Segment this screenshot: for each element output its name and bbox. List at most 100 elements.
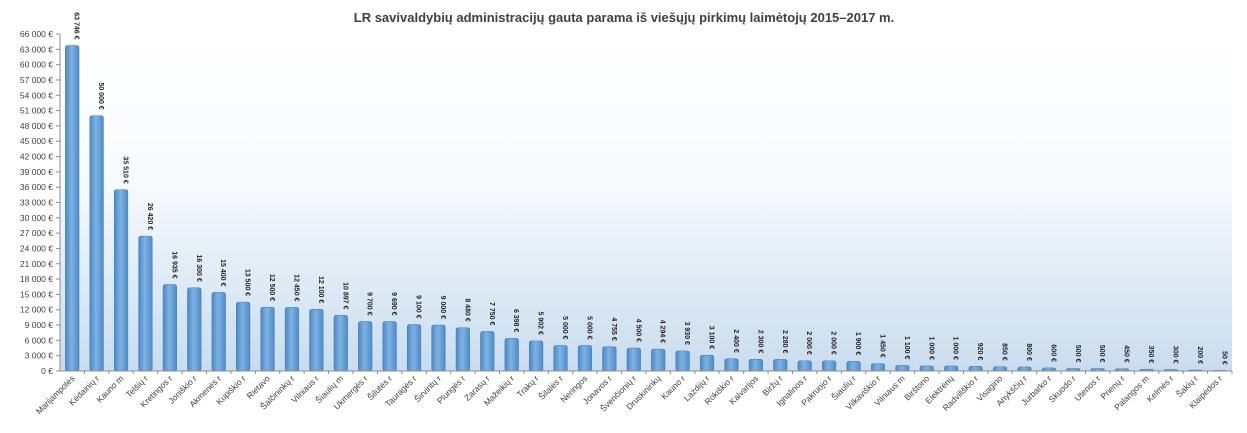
data-label: 1 900 €: [854, 332, 861, 355]
bar: [992, 366, 1008, 372]
y-tick-label: 27 000 €: [20, 228, 53, 238]
data-label: 9 000 €: [439, 296, 446, 319]
data-label: 1 450 €: [878, 334, 885, 357]
bar: [651, 348, 666, 372]
bar: [211, 292, 226, 372]
bar: [333, 315, 348, 372]
data-label: 9 100 €: [415, 295, 422, 318]
y-tick-label: 33 000 €: [20, 198, 53, 208]
bar: [284, 307, 300, 372]
data-label: 12 100 €: [317, 276, 324, 303]
y-tick-label: 39 000 €: [20, 167, 53, 177]
bar: [919, 365, 934, 372]
bar: [699, 354, 715, 372]
y-tick-label: 66 000 €: [20, 29, 53, 39]
bar: [406, 324, 422, 372]
y-tick-label: 3 000 €: [25, 351, 54, 361]
y-tick-label: 63 000 €: [20, 44, 53, 54]
bar: [895, 365, 910, 372]
y-tick-label: 0 €: [41, 366, 53, 376]
y-tick-label: 60 000 €: [20, 60, 53, 70]
data-label: 7 750 €: [488, 302, 495, 325]
data-label: 500 €: [1074, 345, 1081, 363]
data-label: 600 €: [1049, 344, 1056, 362]
y-axis: 0 € 3 000 € 6 000 € 9 000 € 12 000 € 15 000 €…: [20, 29, 61, 376]
data-label: 63 746 €: [73, 12, 80, 39]
x-tick-label: Utenos r: [1072, 373, 1102, 403]
bar: [797, 360, 812, 372]
data-label: 50 000 €: [97, 82, 104, 109]
y-tick-label: 45 000 €: [20, 136, 53, 146]
data-label: 8 480 €: [463, 298, 470, 321]
bar: [626, 347, 641, 372]
bar: [748, 359, 763, 372]
data-label: 16 300 €: [195, 255, 202, 282]
y-tick-label: 57 000 €: [20, 75, 53, 85]
data-label: 12 500 €: [268, 274, 275, 301]
data-label: 2 000 €: [830, 331, 837, 354]
data-labels: 63 746 € 50 000 € 35 510 € 26 420 € 16 935 €…: [73, 12, 1228, 365]
y-tick-label: 42 000 €: [20, 152, 53, 162]
data-label: 300 €: [1171, 346, 1178, 364]
bar: [553, 345, 568, 372]
bar: [113, 189, 129, 372]
bar: [944, 365, 959, 372]
data-label: 1 100 €: [903, 336, 910, 359]
y-tick-label: 30 000 €: [20, 213, 53, 223]
data-label: 500 €: [1098, 345, 1105, 363]
bar: [1017, 366, 1032, 372]
bar: [577, 345, 593, 372]
bar: [358, 321, 373, 372]
data-label: 15 400 €: [219, 259, 226, 286]
bar: [187, 287, 202, 372]
data-label: 4 500 €: [634, 319, 641, 342]
data-label: 26 420 €: [146, 203, 153, 230]
data-label: 35 510 €: [122, 156, 129, 183]
bar: [968, 366, 983, 372]
bar: [480, 331, 495, 372]
data-label: 9 700 €: [366, 292, 373, 315]
data-label: 450 €: [1123, 345, 1130, 363]
bar: [529, 340, 544, 372]
y-tick-label: 9 000 €: [25, 320, 54, 330]
bar: [504, 338, 519, 372]
y-tick-label: 21 000 €: [20, 259, 53, 269]
bar: [309, 308, 324, 372]
y-tick-label: 54 000 €: [20, 90, 53, 100]
data-label: 16 935 €: [170, 251, 177, 278]
data-label: 2 300 €: [756, 330, 763, 353]
data-label: 3 100 €: [708, 326, 715, 349]
data-label: 2 000 €: [805, 331, 812, 354]
bar: [382, 321, 397, 372]
y-tick-label: 51 000 €: [20, 106, 53, 116]
bar: [65, 45, 80, 372]
bar: [675, 350, 690, 372]
data-label: 2 280 €: [781, 330, 788, 353]
data-label: 4 755 €: [610, 317, 617, 340]
bar: [455, 327, 470, 372]
data-label: 850 €: [1001, 343, 1008, 361]
y-tick-label: 12 000 €: [20, 305, 53, 315]
bar: [846, 361, 861, 372]
data-label: 5 902 €: [537, 312, 544, 335]
y-tick-label: 15 000 €: [20, 289, 53, 299]
bar: [138, 235, 153, 372]
data-label: 920 €: [976, 343, 983, 361]
data-label: 5 000 €: [561, 316, 568, 339]
data-label: 50 €: [1220, 351, 1227, 365]
x-tick-label: Marijampolės: [34, 373, 77, 416]
y-tick-label: 24 000 €: [20, 243, 53, 253]
bar: [602, 346, 617, 372]
data-label: 1 000 €: [927, 337, 934, 360]
data-label: 1 000 €: [952, 337, 959, 360]
data-label: 200 €: [1196, 346, 1203, 364]
data-label: 3 930 €: [683, 322, 690, 345]
bar: [260, 306, 275, 372]
bar: [773, 359, 788, 372]
bar: [724, 358, 739, 372]
data-label: 6 398 €: [512, 309, 519, 332]
bar: [431, 324, 446, 372]
data-label: 9 690 €: [390, 292, 397, 315]
